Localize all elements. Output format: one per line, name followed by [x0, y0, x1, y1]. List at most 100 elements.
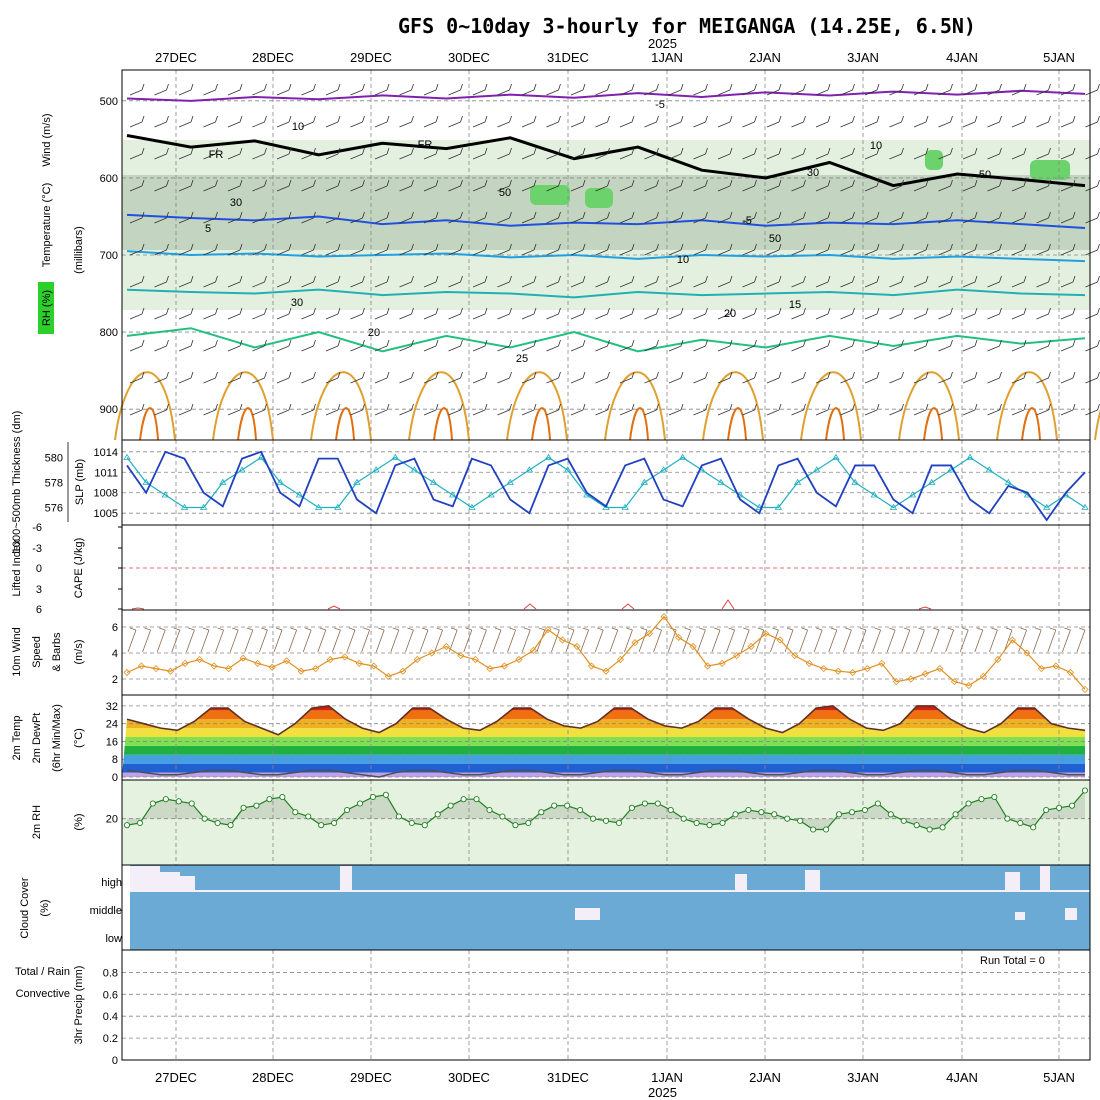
wind-barb [889, 371, 904, 384]
wind-10m-frame [121, 609, 1091, 696]
rh-line-marker [823, 826, 830, 833]
thickness-line-marker [1081, 503, 1089, 510]
wind-barb [448, 115, 463, 128]
wind-barb [889, 83, 904, 96]
wind-barb [693, 403, 708, 416]
wind-barb [203, 339, 218, 352]
date-label-bottom: 1JAN [651, 1070, 683, 1085]
wind-speed-line-marker [225, 665, 233, 673]
wind-barb [154, 307, 169, 320]
wind-speed-line-marker [820, 665, 828, 673]
wind-barb [276, 307, 292, 320]
wind-barb [889, 179, 904, 192]
wind-barb [962, 371, 978, 384]
wind-barb-10m [434, 627, 443, 653]
date-label-bottom: 30DEC [448, 1070, 490, 1085]
wind-barb [154, 83, 169, 96]
li-tick-label: 3 [36, 584, 42, 596]
wind-barb [864, 83, 880, 96]
wind-speed-line-marker [355, 659, 363, 667]
date-label-bottom: 3JAN [847, 1070, 879, 1085]
date-label-top: 28DEC [252, 50, 294, 65]
isotherm-25 [408, 371, 470, 441]
rh-line-marker [253, 802, 260, 809]
wind-barb [766, 339, 782, 352]
wind-barb [129, 179, 145, 192]
wind-barb [987, 307, 1002, 320]
temp-bands [122, 705, 1085, 777]
wind-barb [766, 115, 782, 128]
wind-barb [1011, 115, 1027, 128]
wind-barb [1036, 339, 1051, 352]
wind-barb [374, 307, 390, 320]
rh-line-marker [305, 813, 312, 820]
wind-barb [227, 211, 243, 224]
wind-barb-10m [886, 627, 896, 653]
wind-barb [742, 403, 757, 416]
wind-barb [1011, 243, 1027, 256]
wind-barb [276, 275, 292, 288]
ylabel-rh2m: 2m RH [31, 805, 43, 839]
wind-barb [742, 115, 757, 128]
wind-speed-line-marker [1052, 662, 1060, 670]
wind-barb [497, 243, 512, 256]
rh-contour-label: 30 [230, 197, 242, 209]
wind-barb [619, 371, 635, 384]
wind-barb-10m [799, 627, 808, 653]
isotherm-25 [604, 371, 666, 441]
wind-barb [227, 147, 243, 160]
wind-speed-line-marker [747, 642, 755, 651]
wind-barb [840, 243, 855, 256]
wind-barb-10m [959, 627, 969, 653]
isotherm-10 [126, 250, 1086, 263]
wind-speed-line-marker [704, 662, 712, 670]
date-label-top: 1JAN [651, 50, 683, 65]
thickness-line-marker [966, 453, 974, 460]
thickness-line-marker [353, 478, 361, 485]
wind-barb [987, 403, 1002, 416]
wind-barb [938, 403, 953, 416]
wind-barb [301, 147, 316, 160]
wind-barb [595, 147, 610, 160]
wind-barb [252, 307, 267, 320]
wind-barb [644, 371, 659, 384]
wind-barb [399, 339, 414, 352]
wind-barb [766, 179, 782, 192]
wind-barb [717, 179, 733, 192]
wind-barb [203, 211, 218, 224]
wind-barb [717, 371, 733, 384]
wind-barb [227, 371, 243, 384]
cloud-layer-label: low [105, 933, 122, 945]
precip-frame [121, 949, 1091, 1061]
wind-barb-10m [492, 627, 502, 653]
wind-barb [1085, 83, 1100, 96]
wind-barb [962, 179, 978, 192]
wind-barb [178, 275, 194, 288]
wind-barb [203, 371, 218, 384]
wind-barb [766, 275, 782, 288]
wind-barb [301, 211, 316, 224]
thickness-line-marker [851, 478, 859, 485]
wind-speed-line-marker [645, 629, 654, 638]
wind-barb [864, 275, 880, 288]
wind-barb [276, 83, 292, 96]
wind-barb [717, 403, 733, 416]
wind-barb [1036, 243, 1051, 256]
wind-barb [840, 371, 855, 384]
rh-contour-label: 50 [769, 233, 781, 245]
wind-barb [448, 371, 463, 384]
wind-barb-10m [916, 627, 925, 653]
wind-barb [423, 339, 439, 352]
wind-speed-line-marker [297, 667, 305, 675]
wind-barb [423, 307, 439, 320]
wind-tick-label: 4 [112, 648, 118, 660]
wind-barb [791, 339, 806, 352]
rh-line-marker [266, 796, 273, 803]
wind-barb [693, 339, 708, 352]
temp-band [122, 754, 1085, 764]
wind-barb [546, 147, 561, 160]
ylabel-temp-unit: (°C) [73, 728, 85, 748]
wind-barb [987, 211, 1002, 224]
rh-line-marker [797, 817, 804, 824]
wind-barb [742, 371, 757, 384]
